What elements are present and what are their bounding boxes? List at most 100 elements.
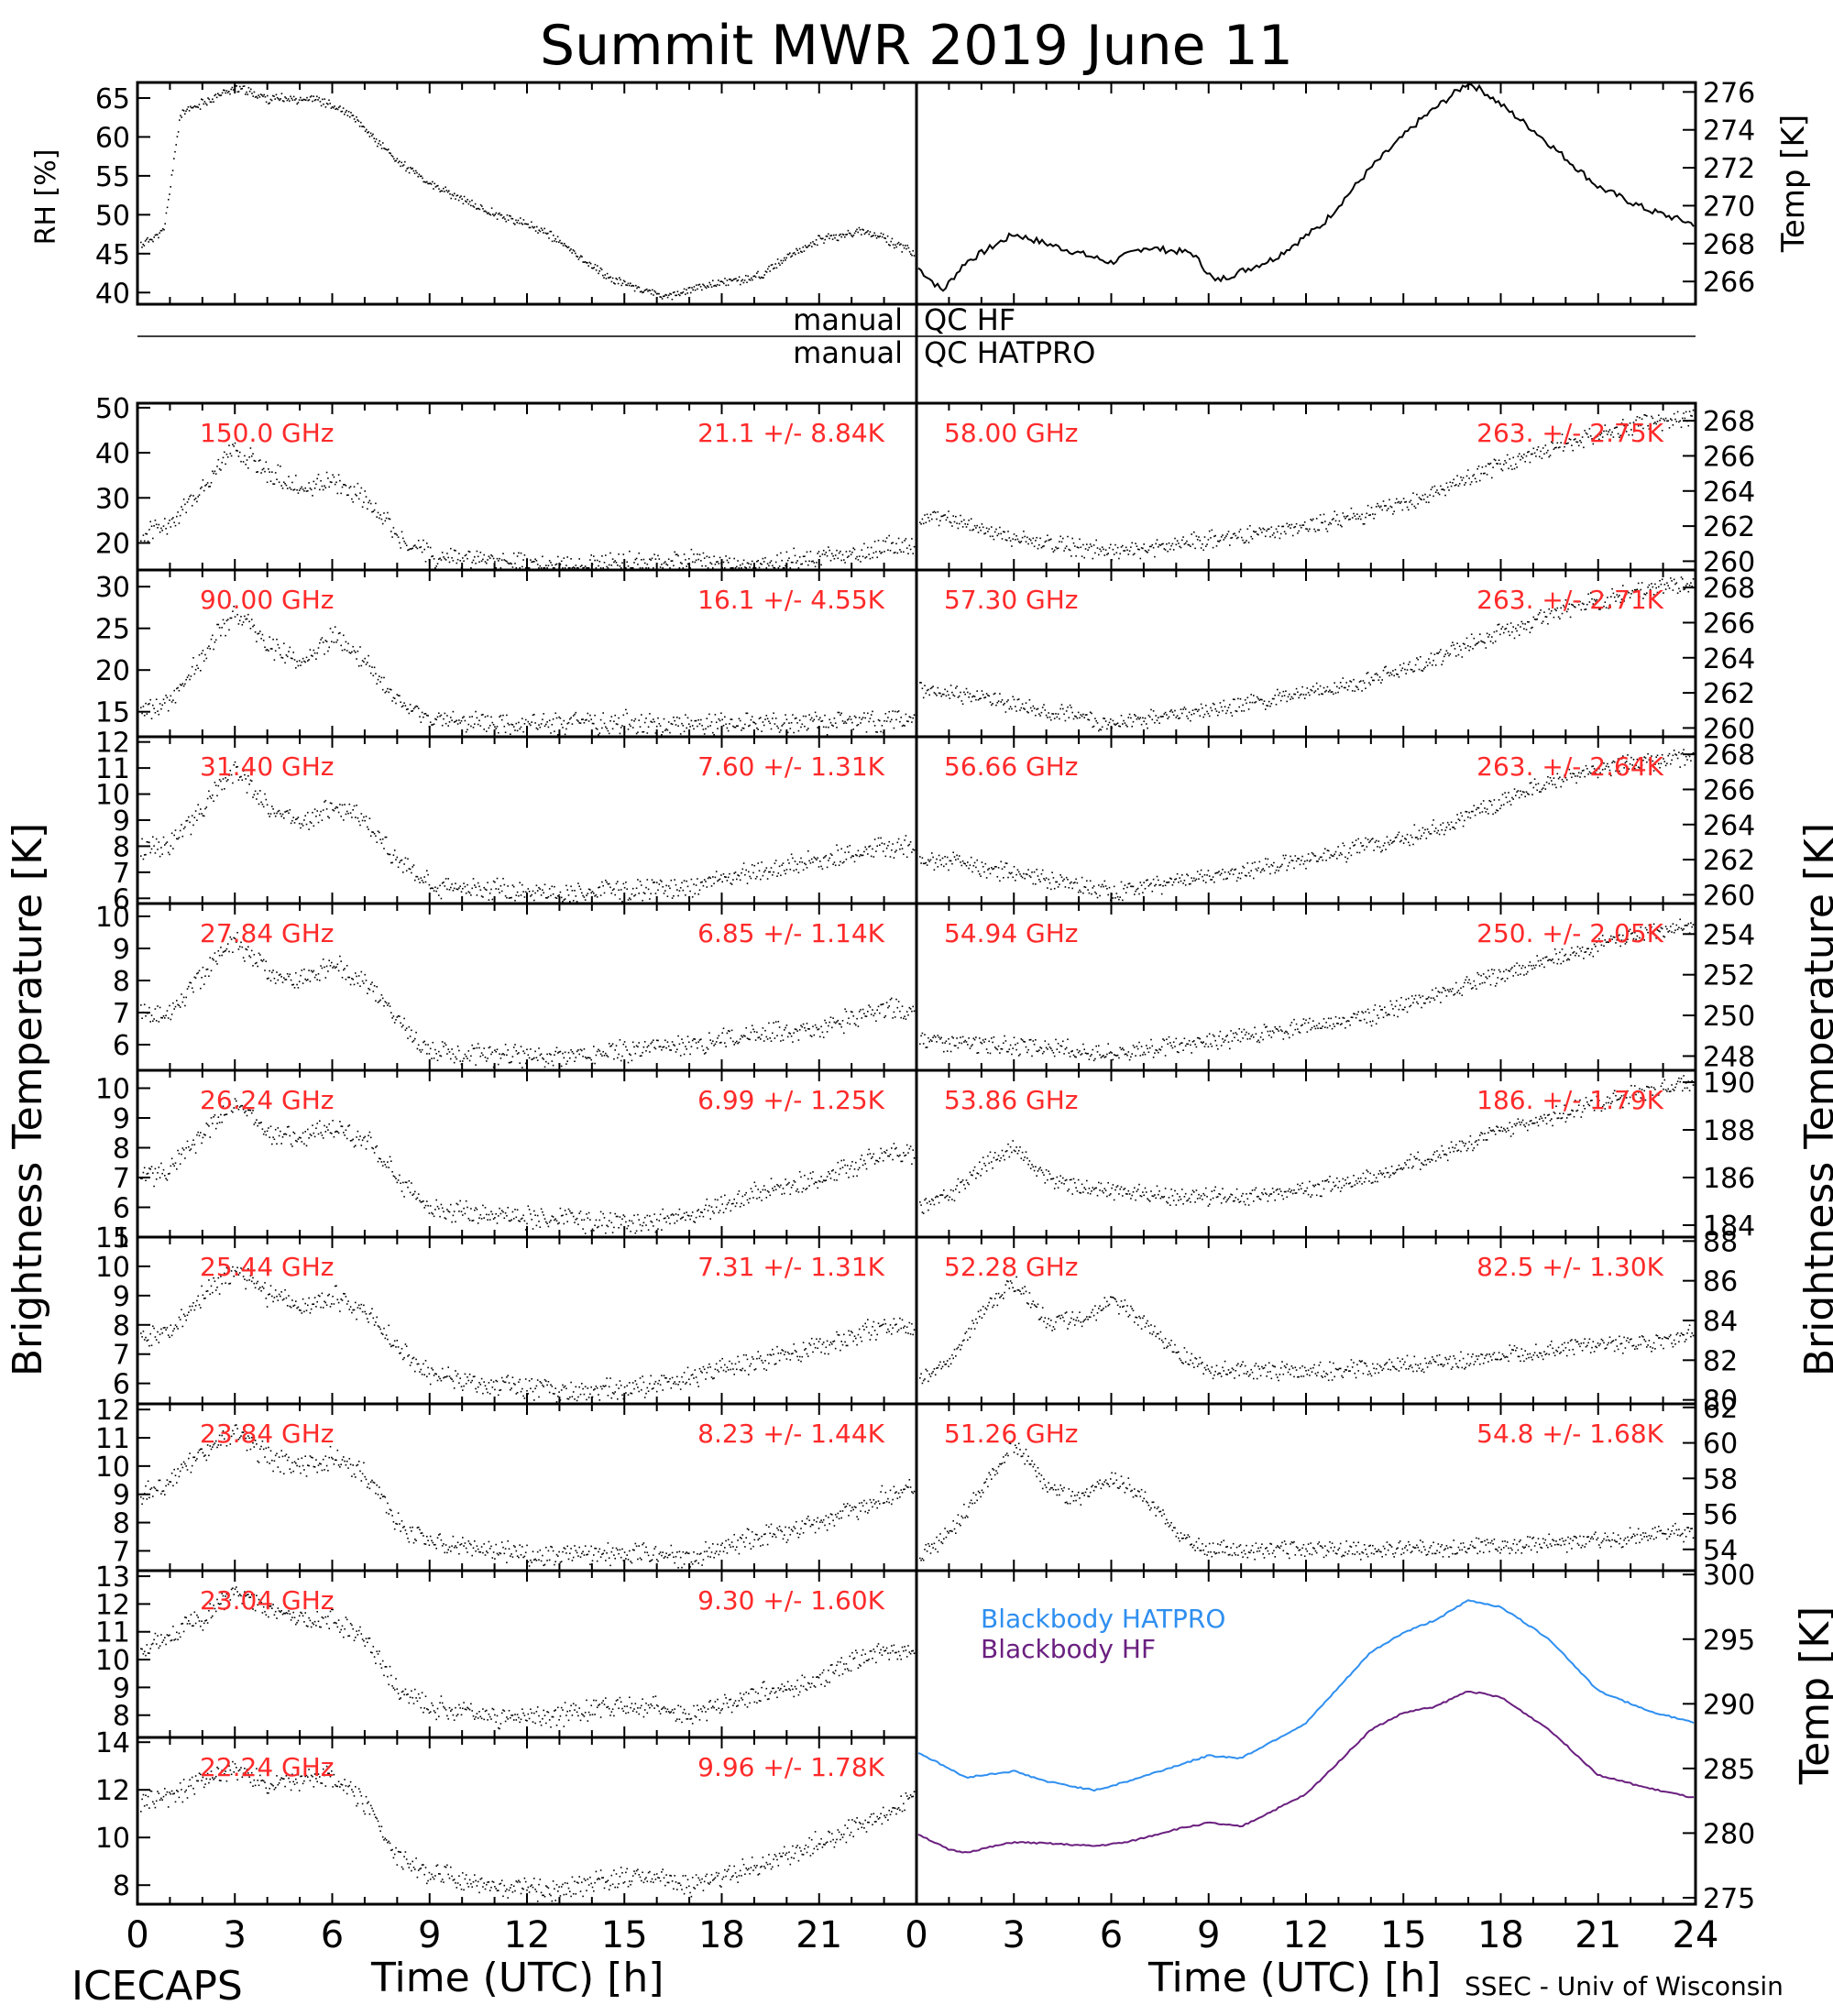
data-point [841,1020,844,1022]
data-point [698,723,701,725]
data-point [836,727,838,729]
data-point [725,723,727,726]
data-point [872,848,873,850]
data-point [451,1221,453,1223]
data-point [523,223,526,225]
data-point [551,885,554,888]
data-point [797,567,800,569]
data-point [415,1198,417,1200]
data-point [777,1185,780,1187]
data-point [389,1343,391,1345]
data-point [230,88,232,91]
data-point [598,1394,599,1396]
data-point [492,1381,495,1383]
data-point [787,253,790,256]
data-point [470,725,472,728]
data-point [355,652,357,653]
data-point [769,871,771,873]
data-point [246,459,248,461]
data-point [903,551,905,553]
data-point [901,725,904,728]
data-point [653,882,654,883]
data-point [714,1368,717,1371]
data-point [810,858,813,860]
data-point [760,1191,762,1193]
data-point [412,1039,415,1042]
data-point [160,707,162,710]
data-point [876,1159,878,1162]
data-point [242,770,245,772]
data-point [373,1324,376,1326]
data-point [785,872,786,875]
data-point [816,1181,818,1184]
data-point [492,557,495,560]
data-point [459,1200,461,1202]
data-point [657,717,659,719]
data-point [593,1388,595,1391]
data-point [155,1178,158,1180]
data-point [614,1212,616,1215]
data-point [844,720,846,723]
data-point [402,537,404,540]
data-point [877,235,879,237]
data-point [461,198,463,201]
data-point [589,889,591,891]
data-point [622,553,625,555]
data-point [169,520,170,521]
data-point [816,562,818,564]
data-point [674,719,675,722]
data-point [808,560,810,563]
data-point [391,1170,393,1173]
data-point [482,1392,484,1395]
data-point [873,541,876,542]
data-point [828,1170,829,1173]
data-point [613,282,615,284]
data-point [152,836,154,838]
data-point [332,808,334,811]
chart-title: Summit MWR 2019 June 11 [540,14,1293,78]
data-point [291,481,293,484]
data-point [591,1062,594,1065]
data-point [836,1021,838,1023]
data-point [892,1158,894,1161]
data-point [654,291,657,293]
data-point [879,719,881,722]
data-point [424,1360,427,1362]
data-point [543,725,546,728]
data-point [258,803,260,805]
data-point [796,562,797,564]
data-point [410,166,412,169]
data-point [456,719,458,722]
data-point [450,197,452,200]
data-point [791,255,793,257]
data-point [682,290,685,293]
data-point [434,886,436,889]
data-point [583,896,586,898]
data-point [460,719,463,722]
data-point [209,1136,211,1138]
data-point [708,286,709,289]
data-point [650,893,652,895]
data-point [749,279,752,281]
qc-hf-left-label: manual [793,302,903,337]
data-point [531,721,532,723]
data-point [742,728,745,729]
data-point [409,548,412,550]
data-point [310,970,313,972]
data-point [773,566,774,569]
data-point [772,874,774,876]
data-point [384,691,387,694]
data-point [587,1387,589,1389]
data-point [713,285,715,287]
data-point [850,856,852,859]
data-point [658,883,661,885]
data-point [885,720,888,722]
data-point [572,566,575,568]
data-point [653,718,654,720]
data-point [844,562,846,564]
data-point [347,1300,349,1302]
data-point [512,1046,515,1048]
data-point [801,563,804,565]
data-point [581,1049,583,1052]
data-point [256,1119,258,1121]
